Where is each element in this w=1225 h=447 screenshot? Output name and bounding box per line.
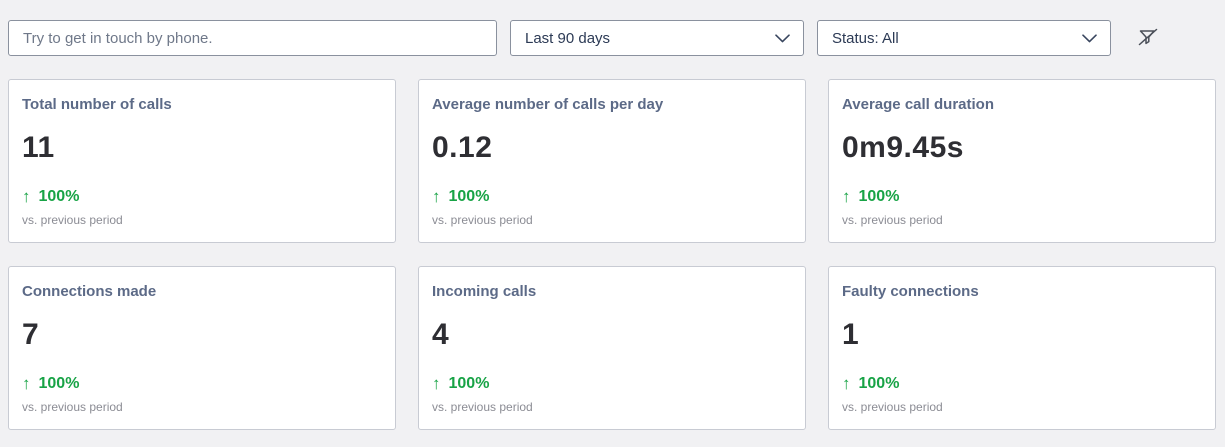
chevron-down-icon (1082, 33, 1097, 43)
stat-card-delta-value: 100% (448, 375, 490, 392)
stat-card-delta: ↑ 100% (432, 374, 791, 393)
stat-card-value: 4 (432, 318, 450, 351)
stat-card-title: Incoming calls (432, 283, 537, 300)
stat-card-caption: vs. previous period (842, 213, 943, 227)
stat-card-faulty-connections: Faulty connections 1 ↑ 100% vs. previous… (828, 266, 1216, 430)
stat-card-delta-value: 100% (38, 188, 80, 205)
stat-card-delta-value: 100% (858, 375, 900, 392)
stat-card-avg-call-duration: Average call duration 0m9.45s ↑ 100% vs.… (828, 79, 1216, 243)
stat-card-caption: vs. previous period (22, 213, 123, 227)
stat-card-value: 1 (842, 318, 860, 351)
clear-filters-button[interactable] (1131, 21, 1165, 55)
stat-card-delta-value: 100% (858, 188, 900, 205)
stat-card-value: 0.12 (432, 131, 493, 164)
stat-card-title: Faulty connections (842, 283, 979, 300)
stat-card-delta: ↑ 100% (842, 187, 1201, 206)
stat-card-delta-value: 100% (38, 375, 80, 392)
stat-card-caption: vs. previous period (842, 400, 943, 414)
stat-card-title: Average number of calls per day (432, 96, 664, 113)
stat-card-total-calls: Total number of calls 11 ↑ 100% vs. prev… (8, 79, 396, 243)
status-value: Status: All (832, 29, 899, 47)
filter-toolbar: Last 90 days Status: All (8, 20, 1225, 56)
chevron-down-icon (775, 33, 790, 43)
stat-card-title: Average call duration (842, 96, 994, 113)
stat-card-title: Total number of calls (22, 96, 172, 113)
stat-card-value: 11 (22, 131, 55, 164)
stat-card-incoming-calls: Incoming calls 4 ↑ 100% vs. previous per… (418, 266, 806, 430)
arrow-up-icon: ↑ (842, 187, 851, 206)
search-input[interactable] (8, 20, 497, 56)
filter-off-icon (1136, 25, 1160, 52)
stat-card-caption: vs. previous period (22, 400, 123, 414)
stat-card-caption: vs. previous period (432, 213, 533, 227)
stat-card-caption: vs. previous period (432, 400, 533, 414)
arrow-up-icon: ↑ (22, 374, 31, 393)
date-range-value: Last 90 days (525, 29, 611, 47)
stat-card-delta-value: 100% (448, 188, 490, 205)
arrow-up-icon: ↑ (842, 374, 851, 393)
stat-card-delta: ↑ 100% (432, 187, 791, 206)
stat-card-delta: ↑ 100% (22, 187, 381, 206)
status-select[interactable]: Status: All (817, 20, 1111, 56)
stat-card-value: 7 (22, 318, 40, 351)
stat-card-value: 0m9.45s (842, 131, 964, 164)
stat-card-delta: ↑ 100% (22, 374, 381, 393)
stat-card-avg-calls-per-day: Average number of calls per day 0.12 ↑ 1… (418, 79, 806, 243)
arrow-up-icon: ↑ (22, 187, 31, 206)
arrow-up-icon: ↑ (432, 374, 441, 393)
date-range-select[interactable]: Last 90 days (510, 20, 804, 56)
arrow-up-icon: ↑ (432, 187, 441, 206)
stat-card-delta: ↑ 100% (842, 374, 1201, 393)
stat-card-title: Connections made (22, 283, 157, 300)
stat-card-connections-made: Connections made 7 ↑ 100% vs. previous p… (8, 266, 396, 430)
stats-grid: Total number of calls 11 ↑ 100% vs. prev… (8, 79, 1217, 430)
